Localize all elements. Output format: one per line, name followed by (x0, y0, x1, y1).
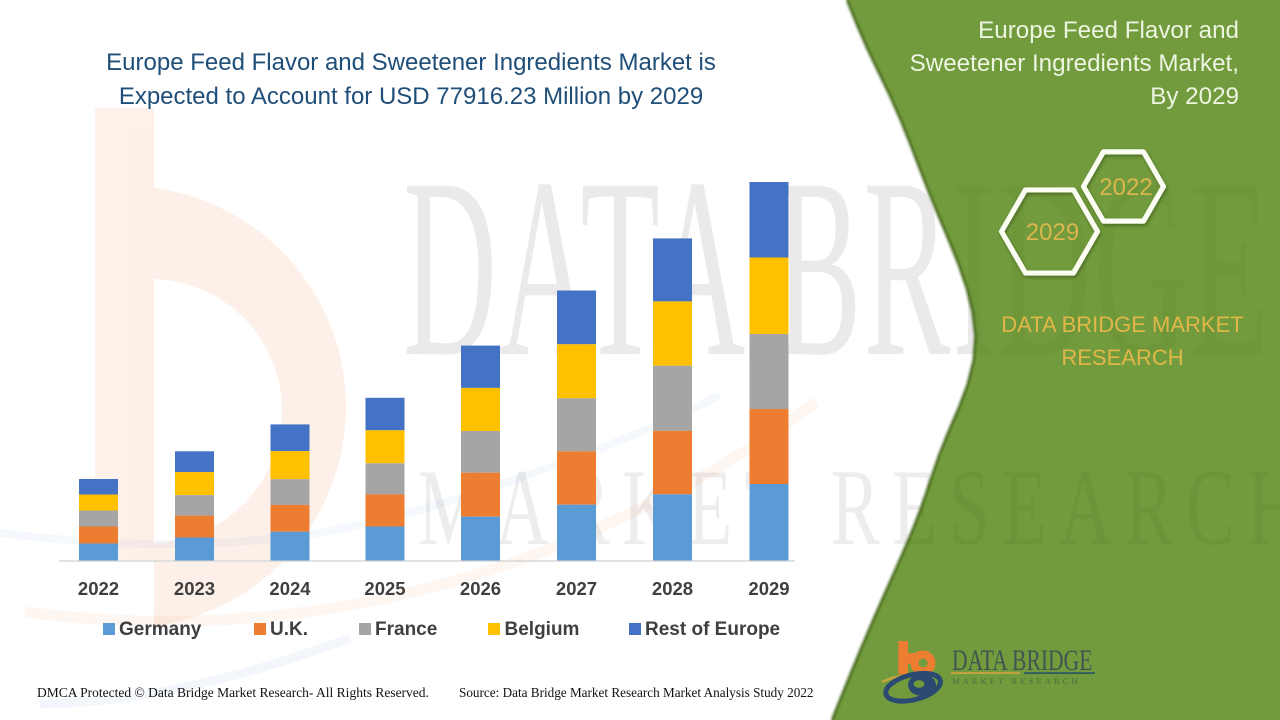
svg-text:DATA BRIDGE: DATA BRIDGE (952, 644, 1092, 677)
svg-text:MARKET RESEARCH: MARKET RESEARCH (952, 676, 1081, 686)
